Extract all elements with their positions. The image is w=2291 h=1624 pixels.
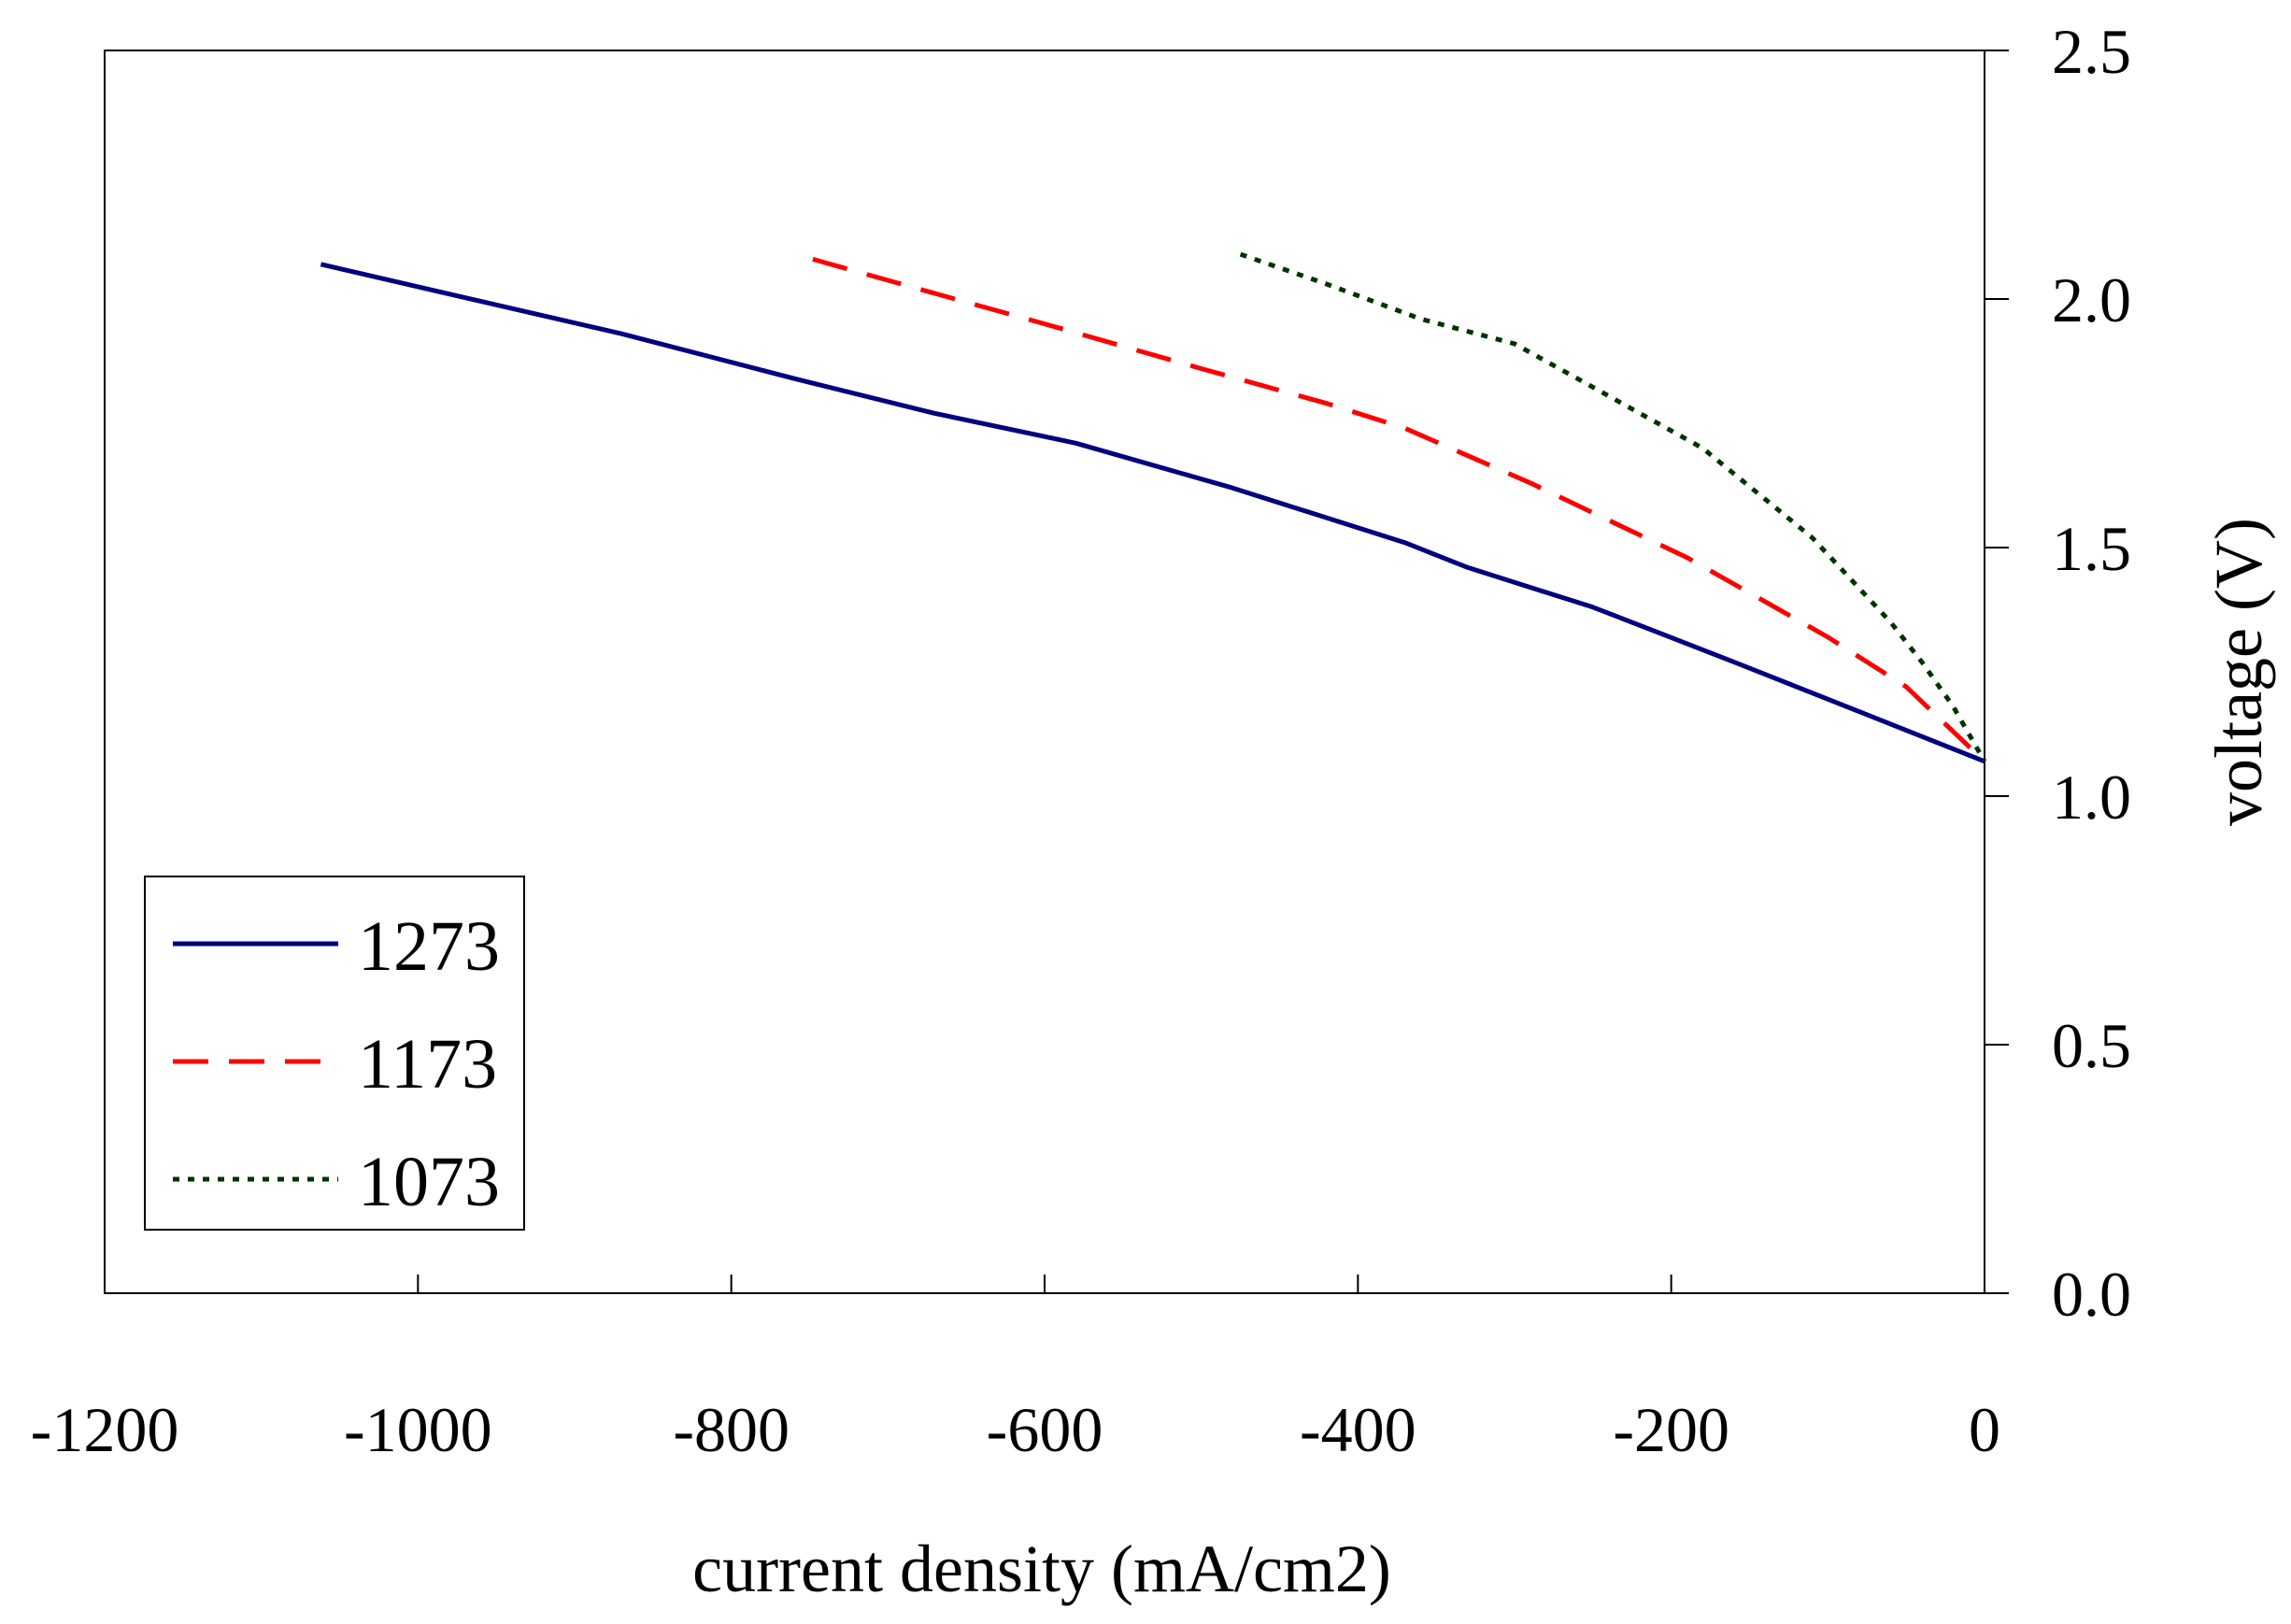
x-tick-label: -1000 [344,1394,492,1465]
x-axis-title: current density (mA/cm2) [692,1531,1391,1606]
legend-label-1073: 1073 [358,1143,500,1221]
x-tick-label: 0 [1969,1394,2000,1465]
x-tick-label: -400 [1300,1394,1416,1465]
x-axis-ticks: -1200 -1000 -800 -600 -400 -200 0 [31,1275,2000,1465]
y-tick-label: 0.5 [2052,1010,2131,1081]
legend-label-1273: 1273 [358,907,500,986]
y-tick-label: 2.5 [2052,16,2131,87]
x-tick-label: -200 [1613,1394,1729,1465]
x-tick-label: -800 [673,1394,790,1465]
series-line-1073 [1239,251,1987,763]
legend-box [144,876,525,1231]
y-tick-label: 1.5 [2052,513,2131,584]
series-lines [320,251,1987,764]
series-line-1273 [320,262,1985,764]
y-axis-ticks: 0.0 0.5 1.0 1.5 2.0 2.5 [1985,16,2131,1330]
series-line-1173 [812,256,1986,763]
y-tick-label: 0.0 [2052,1259,2131,1330]
x-tick-label: -600 [987,1394,1103,1465]
legend: 1273 1173 1073 [144,876,525,1231]
y-axis-title: voltage (V) [2201,518,2276,826]
x-tick-label: -1200 [31,1394,179,1465]
y-tick-label: 2.0 [2052,264,2131,335]
legend-label-1173: 1173 [358,1025,497,1104]
legend-items: 1273 1173 1073 [173,907,500,1221]
y-tick-label: 1.0 [2052,762,2131,833]
